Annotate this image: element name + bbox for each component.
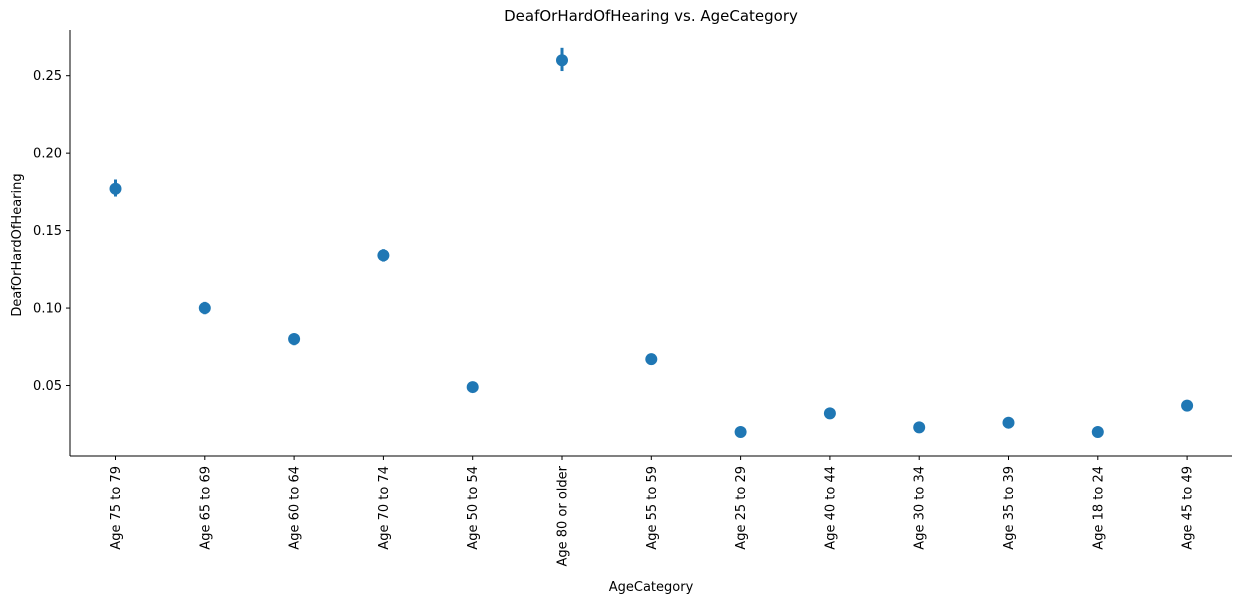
x-tick-label: Age 18 to 24 xyxy=(1091,466,1106,550)
data-point xyxy=(109,182,122,195)
x-tick-label: Age 75 to 79 xyxy=(109,466,124,550)
x-tick-label: Age 35 to 39 xyxy=(1002,466,1017,550)
x-tick-label: Age 40 to 44 xyxy=(823,466,838,550)
data-point xyxy=(734,425,747,438)
y-tick-label: 0.20 xyxy=(33,147,62,162)
x-tick-label: Age 65 to 69 xyxy=(198,466,213,550)
x-tick-label: Age 25 to 29 xyxy=(734,466,749,550)
data-point xyxy=(288,333,301,346)
y-tick-label: 0.10 xyxy=(33,302,62,317)
chart-title: DeafOrHardOfHearing vs. AgeCategory xyxy=(504,7,798,25)
data-point xyxy=(913,421,926,434)
plot-area xyxy=(109,47,1194,438)
data-point xyxy=(198,302,211,315)
data-point xyxy=(1181,399,1194,412)
data-point xyxy=(377,249,390,262)
x-tick-label: Age 55 to 59 xyxy=(645,466,660,550)
x-tick-label: Age 70 to 74 xyxy=(377,466,392,550)
y-tick-label: 0.15 xyxy=(33,224,62,239)
x-tick-label: Age 60 to 64 xyxy=(288,466,303,550)
data-point xyxy=(556,54,568,67)
x-tick-label: Age 80 or older xyxy=(556,465,571,566)
x-axis-label: AgeCategory xyxy=(609,580,694,595)
y-tick-label: 0.05 xyxy=(33,379,62,394)
x-tick-label: Age 50 to 54 xyxy=(466,466,481,550)
y-tick-label: 0.25 xyxy=(33,69,62,84)
data-point xyxy=(823,407,836,420)
data-point xyxy=(1002,416,1015,429)
x-tick-label: Age 30 to 34 xyxy=(913,466,928,550)
y-axis-label: DeafOrHardOfHearing xyxy=(10,173,25,316)
y-axis: 0.05 0.10 0.15 0.20 0.25 xyxy=(33,30,71,456)
data-point xyxy=(645,353,658,366)
data-point xyxy=(466,381,479,394)
data-point xyxy=(1091,425,1104,438)
x-tick-label: Age 45 to 49 xyxy=(1181,466,1196,550)
x-axis: Age 75 to 79 Age 65 to 69 Age 60 to 64 Age … xyxy=(70,455,1232,567)
